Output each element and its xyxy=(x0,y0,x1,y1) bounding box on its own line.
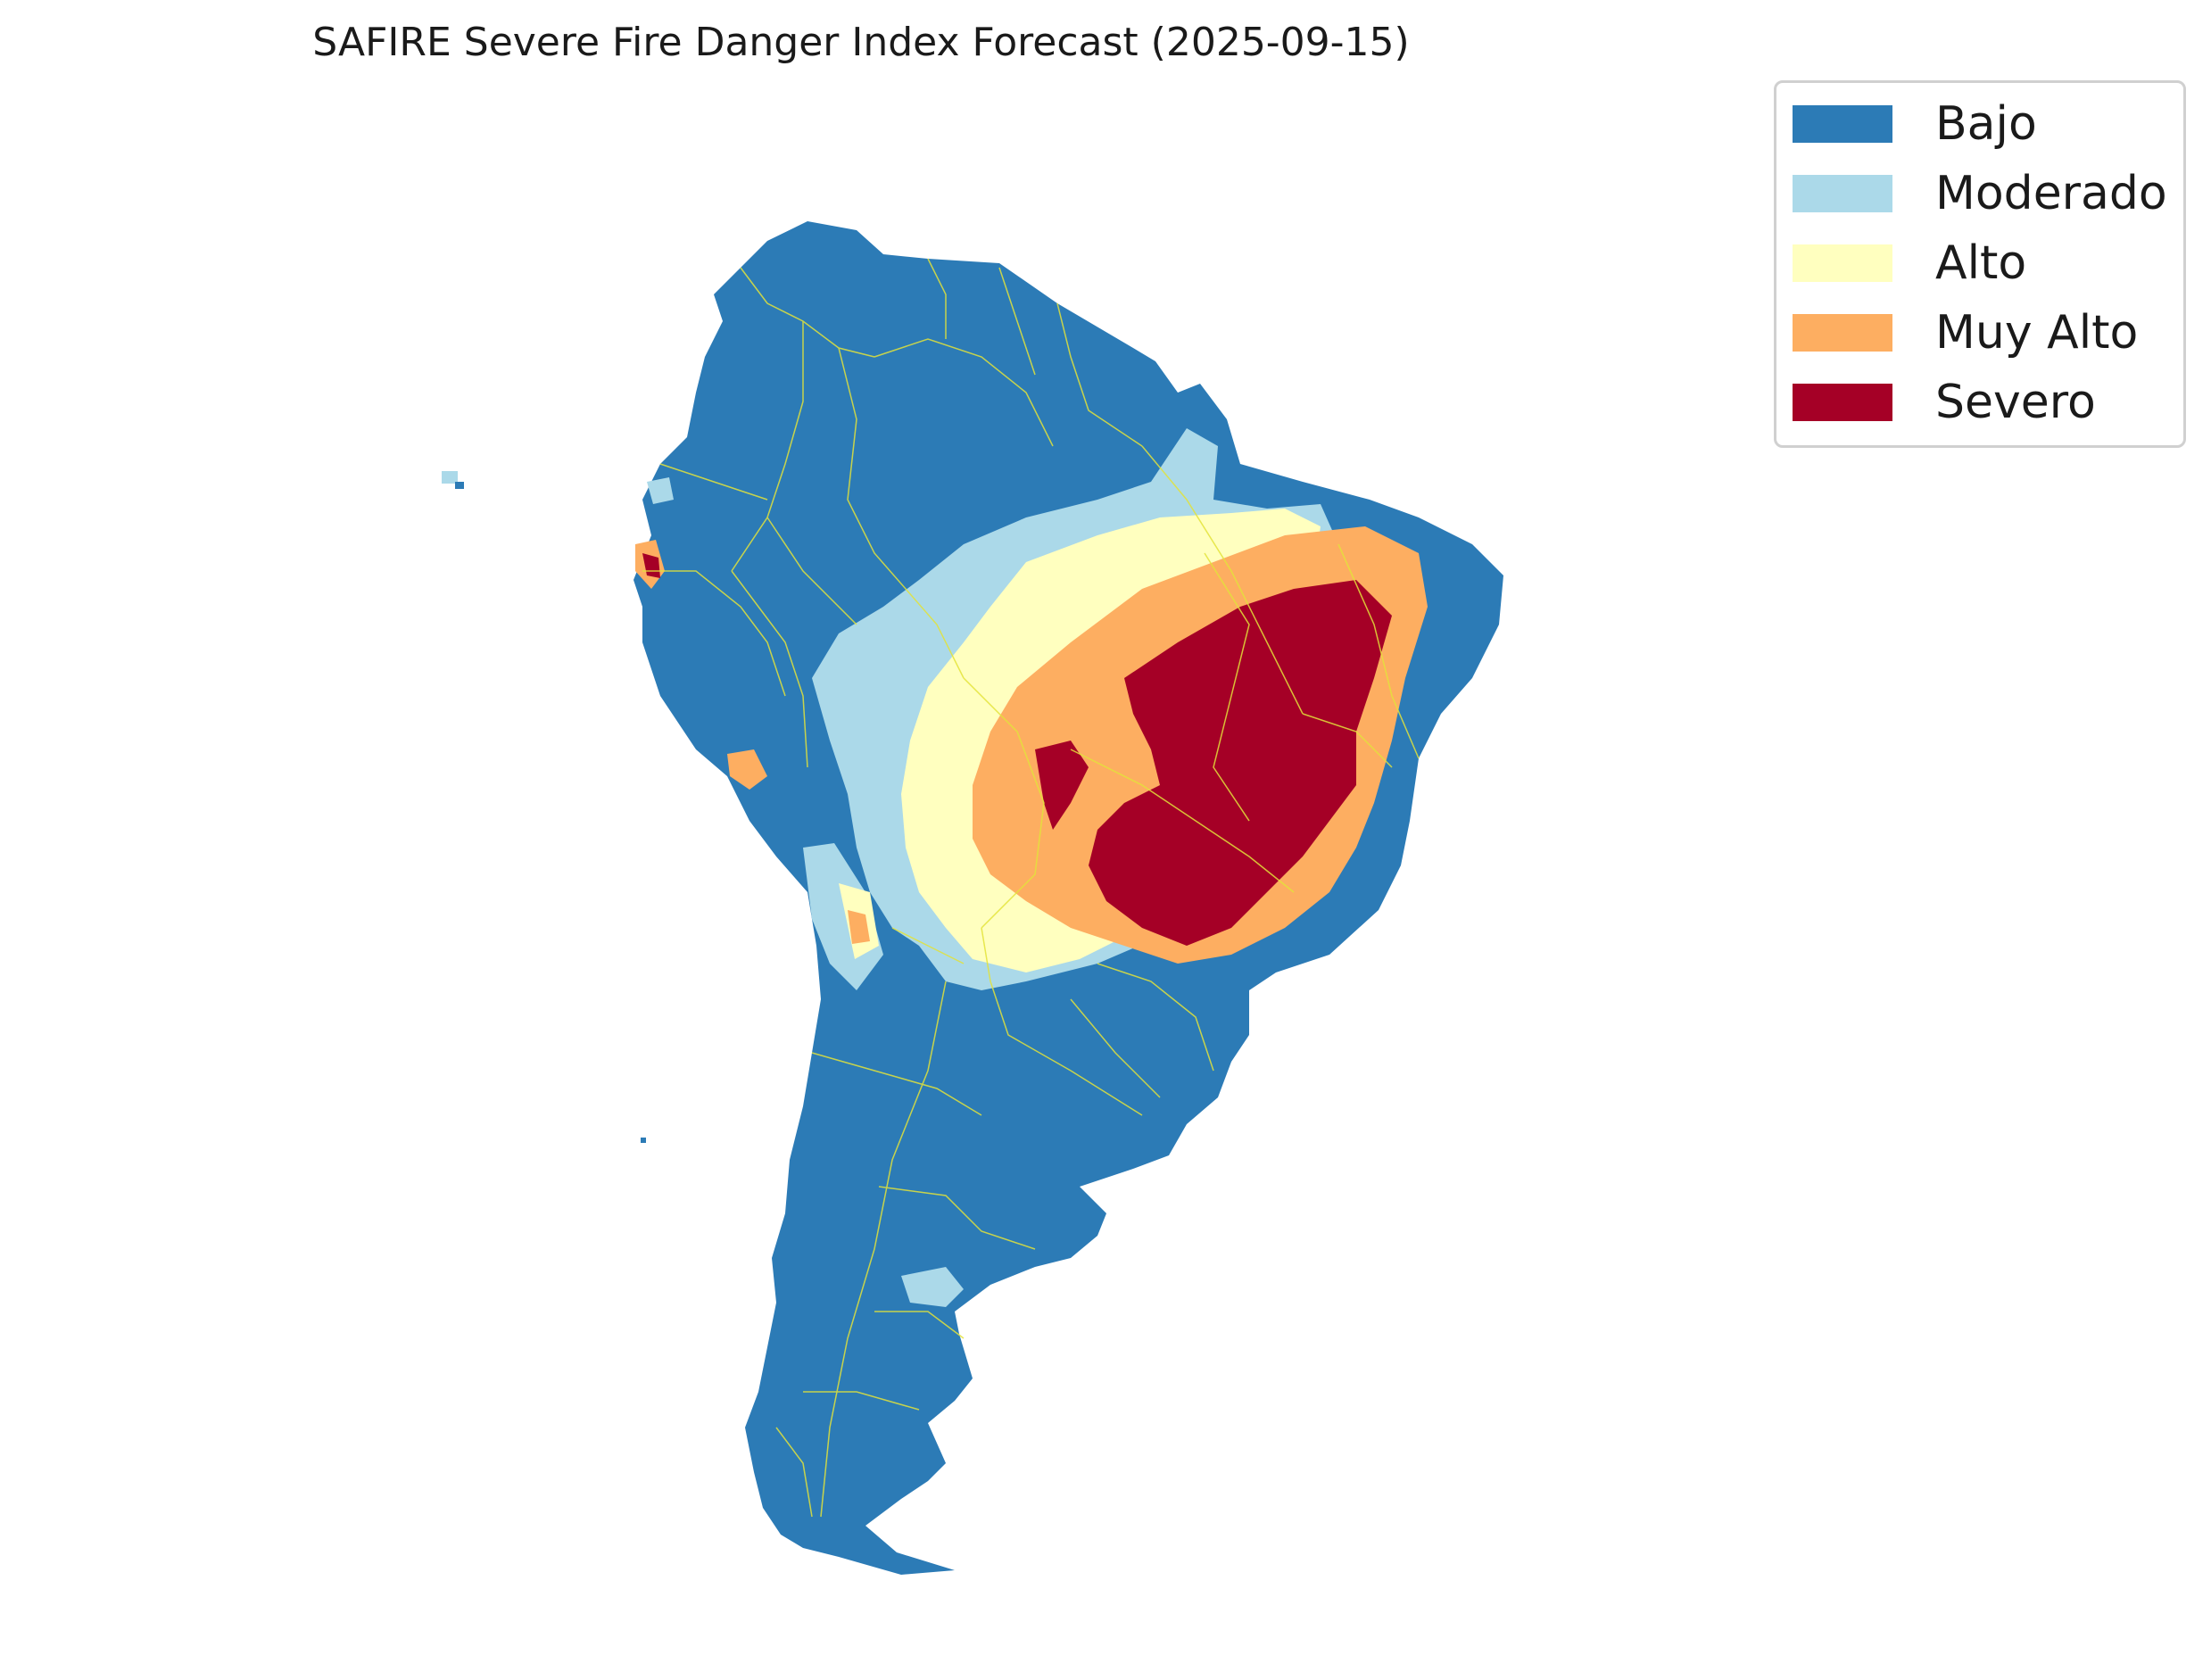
fire-danger-map xyxy=(442,221,1503,1575)
ecuador-fragment xyxy=(647,477,674,504)
zone-severo-west xyxy=(1035,741,1089,830)
legend-item-severo: Severo xyxy=(1793,376,2096,429)
chile-coast-muy-alto xyxy=(848,910,870,944)
galapagos-island xyxy=(442,471,458,484)
legend-label: Moderado xyxy=(1935,167,2167,220)
coast-fragment xyxy=(727,749,767,790)
zone-severo xyxy=(1089,580,1392,946)
legend-swatch xyxy=(1793,105,1892,143)
zone-moderado-south xyxy=(901,1267,964,1307)
galapagos-island xyxy=(455,482,464,489)
legend-label: Muy Alto xyxy=(1935,306,2139,360)
political-borders xyxy=(642,258,1420,1518)
legend-swatch xyxy=(1793,384,1892,421)
legend-swatch xyxy=(1793,244,1892,282)
legend: Bajo Moderado Alto Muy Alto Severo xyxy=(1774,80,2186,448)
map-title: SAFIRE Severe Fire Danger Index Forecast… xyxy=(312,20,1410,65)
legend-swatch xyxy=(1793,314,1892,352)
legend-item-moderado: Moderado xyxy=(1793,167,2167,220)
legend-swatch xyxy=(1793,175,1892,212)
legend-item-bajo: Bajo xyxy=(1793,97,2037,151)
legend-label: Bajo xyxy=(1935,97,2037,151)
legend-item-muy-alto: Muy Alto xyxy=(1793,306,2138,360)
legend-label: Alto xyxy=(1935,236,2027,290)
legend-item-alto: Alto xyxy=(1793,236,2026,290)
legend-label: Severo xyxy=(1935,376,2096,429)
peru-coast-severo xyxy=(642,553,660,578)
island-fragment xyxy=(641,1138,646,1143)
